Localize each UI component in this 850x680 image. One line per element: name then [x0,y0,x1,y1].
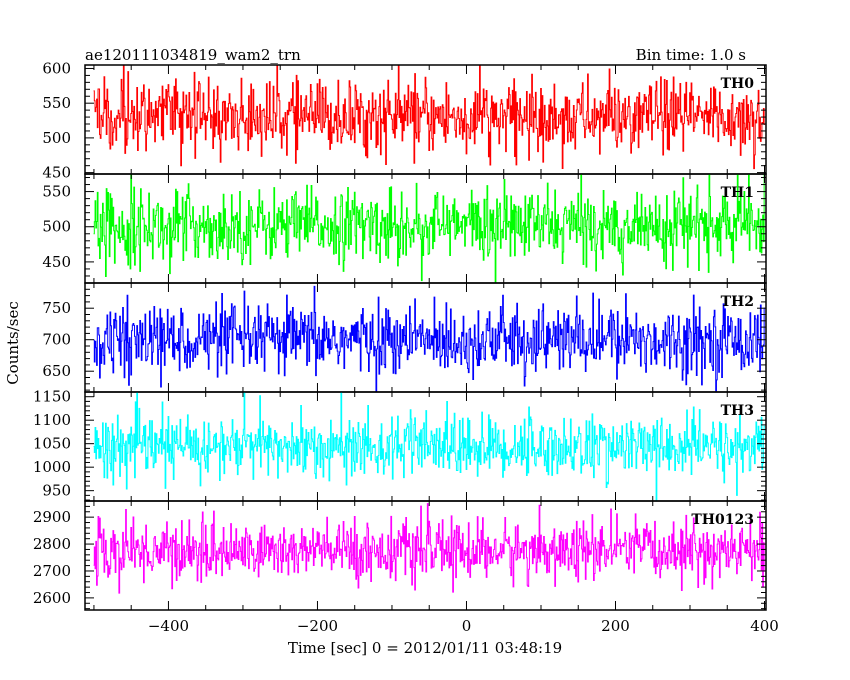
y-tick-label: 650 [42,362,71,380]
panel-label-th0123: TH0123 [691,512,754,528]
panel-th3: 950 1000 1050 1100 1150 TH3 [33,388,767,502]
y-tick-label: 500 [42,129,71,147]
y-tick-label: 2800 [33,535,71,553]
y-tick-label: 550 [42,183,71,201]
panel-label-th2: TH2 [721,294,754,310]
panel-label-th0: TH0 [721,76,755,92]
y-tick-label: 1100 [33,411,71,429]
panel-frame [84,500,767,611]
panel-th1: 450 500 550 TH1 [42,173,767,284]
y-tick-label: 2900 [33,508,71,526]
y-tick-label: 1150 [33,388,71,406]
panel-th2: 650 700 750 TH2 [42,282,767,393]
y-tick-label: 1050 [33,435,71,453]
panel-label-th3: TH3 [721,403,754,419]
y-tick-label: 550 [42,94,71,112]
y-tick-label: 450 [42,253,71,271]
x-tick-label: 200 [601,617,630,635]
y-tick-label: 700 [42,331,71,349]
x-axis-title: Time [sec] 0 = 2012/01/11 03:48:19 [288,639,562,657]
panel-label-th1: TH1 [721,185,754,201]
series-line-th0 [93,65,765,170]
x-tick-label: −400 [148,617,189,635]
chart-title: ae120111034819_wam2_trn [85,46,301,64]
x-tick-label: −200 [297,617,338,635]
series-line-th3 [93,392,765,501]
bin-time-label: Bin time: 1.0 s [636,46,746,64]
y-tick-label: 2700 [33,562,71,580]
series-line-th1 [93,174,765,283]
y-tick-label: 1000 [33,458,71,476]
x-tick-label: 0 [462,617,472,635]
panels-group: 450 500 550 600 TH0 450 500 550 TH1 650 700 750 TH2 9… [33,59,779,635]
y-tick-label: 500 [42,218,71,236]
y-tick-label: 950 [42,482,71,500]
panel-th0: 450 500 550 600 TH0 [42,59,767,182]
y-tick-label: 600 [42,59,71,77]
y-axis-title: Counts/sec [4,301,22,385]
panel-th0123: 2600 2700 2800 2900 TH0123 [33,500,767,611]
series-line-th2 [93,285,765,392]
x-tick-label: 400 [750,617,779,635]
series-line-th0123 [93,503,765,594]
y-tick-label: 750 [42,299,71,317]
y-tick-label: 450 [42,164,71,182]
y-tick-label: 2600 [33,589,71,607]
